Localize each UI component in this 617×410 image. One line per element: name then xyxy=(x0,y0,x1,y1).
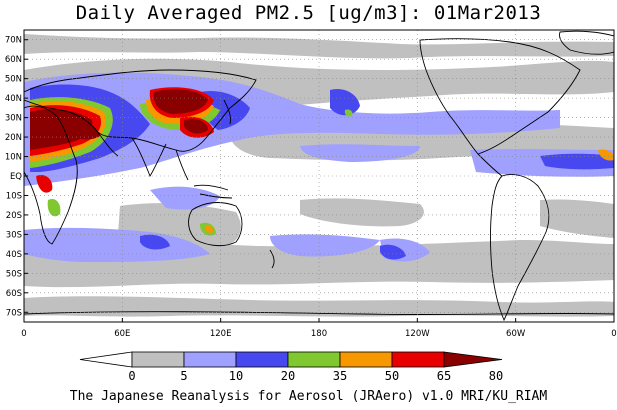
lat-tick-label: 10S xyxy=(6,191,22,201)
lon-tick-label: 0 xyxy=(21,329,26,339)
lon-tick-label: 120W xyxy=(405,329,430,339)
legend-color-boxes xyxy=(79,351,503,368)
legend-box-max xyxy=(443,351,503,368)
lat-tick-label: 60N xyxy=(5,55,22,65)
data-source-footer: The Japanese Reanalysis for Aerosol (JRA… xyxy=(69,389,548,404)
legend-box xyxy=(339,351,393,368)
lat-tick-label: 20N xyxy=(5,133,22,143)
lat-tick-label: EQ xyxy=(10,172,22,182)
lat-tick-label: 20S xyxy=(6,211,22,221)
lat-tick-label: 70N xyxy=(5,36,22,46)
lat-tick-label: 50S xyxy=(6,269,22,279)
lat-tick-label: 10N xyxy=(5,153,22,163)
lat-tick-label: 30N xyxy=(5,114,22,124)
legend-level-label: 0 xyxy=(128,369,135,383)
legend-box xyxy=(183,351,237,368)
pm25-field xyxy=(24,30,614,322)
lon-tick-label: 120E xyxy=(210,329,232,339)
lon-tick-label: 180 xyxy=(311,329,327,339)
lat-tick-label: 40N xyxy=(5,94,22,104)
legend-level-label: 35 xyxy=(333,369,347,383)
lat-tick-label: 60S xyxy=(6,289,22,299)
legend-level-label: 10 xyxy=(229,369,243,383)
map-title: Daily Averaged PM2.5 [ug/m3]: 01Mar2013 xyxy=(75,2,542,24)
legend-box xyxy=(235,351,289,368)
lat-tick-label: 30S xyxy=(6,230,22,240)
lon-tick-label: 60W xyxy=(506,329,526,339)
legend-level-label: 20 xyxy=(281,369,295,383)
legend-box-min xyxy=(79,351,133,368)
coastlines xyxy=(24,30,614,322)
legend-level-label: 5 xyxy=(180,369,187,383)
legend-level-label: 65 xyxy=(437,369,451,383)
legend-level-label: 50 xyxy=(385,369,399,383)
legend-level-label: 80 xyxy=(489,369,503,383)
legend-level-labels: 0 5 10 20 35 50 65 80 xyxy=(128,369,503,383)
lon-tick-labels: 0 60E 120E 180 120W 60W 0 xyxy=(21,318,617,339)
lat-tick-label: 40S xyxy=(6,250,22,260)
legend-box xyxy=(131,351,185,368)
lat-tick-labels: 70N 60N 50N 40N 30N 20N 10N EQ 10S 20S 30S 40S 50S 60… xyxy=(5,36,28,318)
lon-tick-label: 0 xyxy=(611,329,616,339)
lon-tick-label: 60E xyxy=(114,329,130,339)
lat-tick-label: 50N xyxy=(5,75,22,85)
legend-box xyxy=(391,351,445,368)
map-gridlines xyxy=(24,30,614,322)
legend-box xyxy=(287,351,341,368)
lat-tick-label: 70S xyxy=(6,308,22,318)
